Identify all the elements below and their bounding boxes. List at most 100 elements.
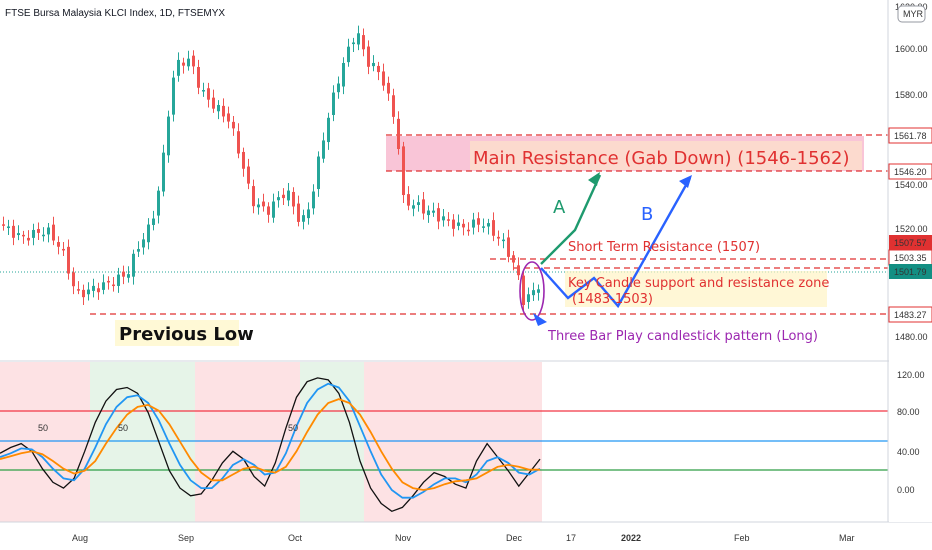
candle-body	[462, 223, 465, 228]
price-label-box	[889, 264, 932, 279]
path-b-label: B	[641, 204, 653, 225]
main-resistance-label: Main Resistance (Gab Down) (1546-1562)	[473, 148, 849, 169]
candle-body	[352, 42, 355, 45]
path-b-arrowhead	[679, 175, 692, 188]
price-label-box	[888, 306, 932, 323]
candle-body	[247, 166, 250, 184]
candle-body	[37, 229, 40, 233]
key-candle-label-bg	[565, 271, 827, 307]
price-tick: 1540.00	[895, 180, 928, 190]
candle-body	[272, 201, 275, 218]
candle-body	[67, 246, 70, 274]
price-label-1546: 1546.20	[888, 163, 932, 180]
candle-body	[382, 71, 385, 86]
currency-badge[interactable]	[897, 5, 926, 23]
candle-body	[72, 272, 75, 287]
path-b-line	[540, 177, 692, 309]
candle-body	[267, 206, 270, 215]
candle-body	[492, 220, 495, 236]
candle-body	[172, 77, 175, 115]
candle-body	[367, 46, 370, 67]
candle-body	[222, 105, 225, 117]
candle-body	[102, 282, 105, 290]
path-b-arrow	[540, 175, 692, 309]
candle-body	[187, 58, 190, 67]
candle-body	[42, 234, 45, 237]
candle-body	[307, 209, 310, 219]
price-label-box	[888, 163, 932, 180]
key-candle-range-label: (1483-1503)	[572, 292, 653, 307]
candle-body	[402, 146, 405, 196]
candle-body	[302, 215, 305, 222]
candle-body	[197, 66, 200, 88]
currency-label: MYR	[903, 9, 924, 19]
candle-body	[477, 218, 480, 225]
indicator-inline-label: 50	[38, 423, 48, 433]
candle-body	[377, 65, 380, 73]
time-tick: 2022	[621, 533, 641, 543]
candle-body	[137, 249, 140, 252]
candle-body	[202, 90, 205, 92]
symbol-title: FTSE Bursa Malaysia KLCI Index, 1D, FTSE…	[5, 8, 225, 19]
indicator-tick: 40.00	[897, 447, 920, 457]
candle-body	[287, 190, 290, 201]
candle-body	[132, 253, 135, 277]
candle-body	[77, 289, 80, 291]
price-label-1501: 1501.79	[889, 264, 932, 279]
candle-body	[147, 224, 150, 243]
indicator-inline-label: 50	[118, 423, 128, 433]
indicator-band	[300, 362, 364, 522]
price-label-box	[889, 235, 932, 250]
candle-body	[527, 294, 530, 302]
previous-low-label: Previous Low	[119, 324, 254, 345]
indicator-band	[195, 362, 300, 522]
candle-body	[127, 274, 130, 278]
indicator-inline-label: 50	[288, 423, 298, 433]
candle-body	[342, 62, 345, 87]
candle-body	[97, 288, 100, 293]
candle-body	[112, 284, 115, 287]
oscillator-line-0	[0, 377, 541, 513]
candle-body	[122, 271, 125, 277]
candle-body	[217, 104, 220, 112]
indicator-tick: 120.00	[897, 370, 925, 380]
price-label-text: 1503.35	[894, 253, 927, 263]
candle-body	[47, 227, 50, 235]
candle-body	[422, 199, 425, 214]
candle-body	[182, 62, 185, 66]
candle-body	[347, 46, 350, 63]
candle-body	[62, 248, 65, 251]
price-label-text: 1501.79	[894, 267, 927, 277]
price-tick: 1580.00	[895, 90, 928, 100]
candle-body	[467, 229, 470, 232]
previous-low-label-bg	[115, 320, 239, 346]
candle-body	[432, 210, 435, 213]
short-term-resistance-label: Short Term Resistance (1507)	[568, 240, 760, 255]
time-tick: Feb	[734, 533, 750, 543]
candle-body	[357, 33, 360, 45]
main-resistance-label-bg	[470, 141, 862, 170]
candle-body	[282, 194, 285, 199]
candle-body	[157, 190, 160, 216]
time-tick: Mar	[839, 533, 855, 543]
candle-body	[242, 151, 245, 169]
price-label-box	[888, 127, 932, 144]
candle-body	[522, 275, 525, 305]
candle-body	[232, 121, 235, 129]
price-label-1503: 1503.35	[888, 249, 932, 266]
key-candle-label: Key Candle support and resistance zone	[568, 276, 829, 291]
candle-body	[497, 236, 500, 239]
candle-body	[427, 210, 430, 216]
price-label-1507: 1507.57	[889, 235, 932, 250]
path-a-label: A	[553, 197, 566, 218]
candle-body	[12, 225, 15, 238]
candle-body	[407, 194, 410, 206]
path-a-line	[540, 174, 602, 265]
path-a-arrow	[540, 172, 602, 265]
resistance-lines	[90, 134, 888, 315]
price-tick: 1520.00	[895, 224, 928, 234]
three-bar-label: Three Bar Play candlestick pattern (Long…	[547, 329, 818, 344]
time-tick: 17	[566, 533, 576, 543]
indicator-tick: 80.00	[897, 407, 920, 417]
candle-body	[297, 203, 300, 222]
